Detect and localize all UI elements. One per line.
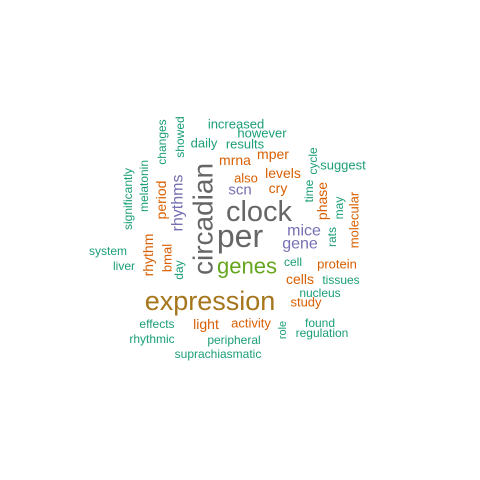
word-found: found [305,316,335,330]
word-results: results [226,137,265,152]
word-suggest: suggest [320,158,366,173]
word-melatonin: melatonin [137,160,151,212]
word-cycle: cycle [306,147,320,175]
word-clock: clock [226,196,293,228]
word-changes: changes [155,119,169,164]
word-rhythm: rhythm [140,234,156,277]
word-however: however [237,126,287,141]
word-molecular: molecular [347,191,362,248]
word-levels: levels [265,165,301,181]
word-significantly: significantly [121,168,135,230]
word-protein: protein [317,257,357,272]
word-cells: cells [286,271,314,287]
word-mice: mice [287,223,321,240]
word-peripheral: peripheral [207,333,260,347]
word-cry: cry [269,180,288,196]
word-regulation: regulation [296,326,349,340]
word-day: day [172,260,186,279]
word-gene: gene [282,236,318,253]
word-showed: showed [173,116,187,157]
word-genes: genes [217,254,277,279]
word-role: role [277,321,289,339]
word-rhythms: rhythms [170,175,187,232]
word-may: may [332,197,346,220]
word-rats: rats [325,227,339,247]
word-circadian: circadian [188,163,219,275]
word-study: study [290,295,322,310]
word-nucleus: nucleus [299,286,340,300]
word-increased: increased [208,117,264,132]
word-phase: phase [314,182,330,220]
word-suprachiasmatic: suprachiasmatic [175,347,262,361]
word-scn: scn [228,182,251,199]
word-system: system [89,244,127,258]
word-per: per [217,218,264,254]
word-time: time [302,179,316,202]
word-effects: effects [139,317,174,331]
word-rhythmic: rhythmic [129,332,174,346]
word-period: period [153,181,169,220]
word-mper: mper [257,146,289,162]
word-cell: cell [284,255,302,269]
word-also: also [234,171,258,186]
word-tissues: tissues [322,273,359,287]
word-expression: expression [145,286,276,316]
word-activity: activity [231,316,271,331]
word-daily: daily [191,136,218,151]
word-liver: liver [113,259,135,273]
word-bmal: bmal [160,244,175,272]
word-mrna: mrna [219,152,251,168]
word-light: light [193,316,219,332]
